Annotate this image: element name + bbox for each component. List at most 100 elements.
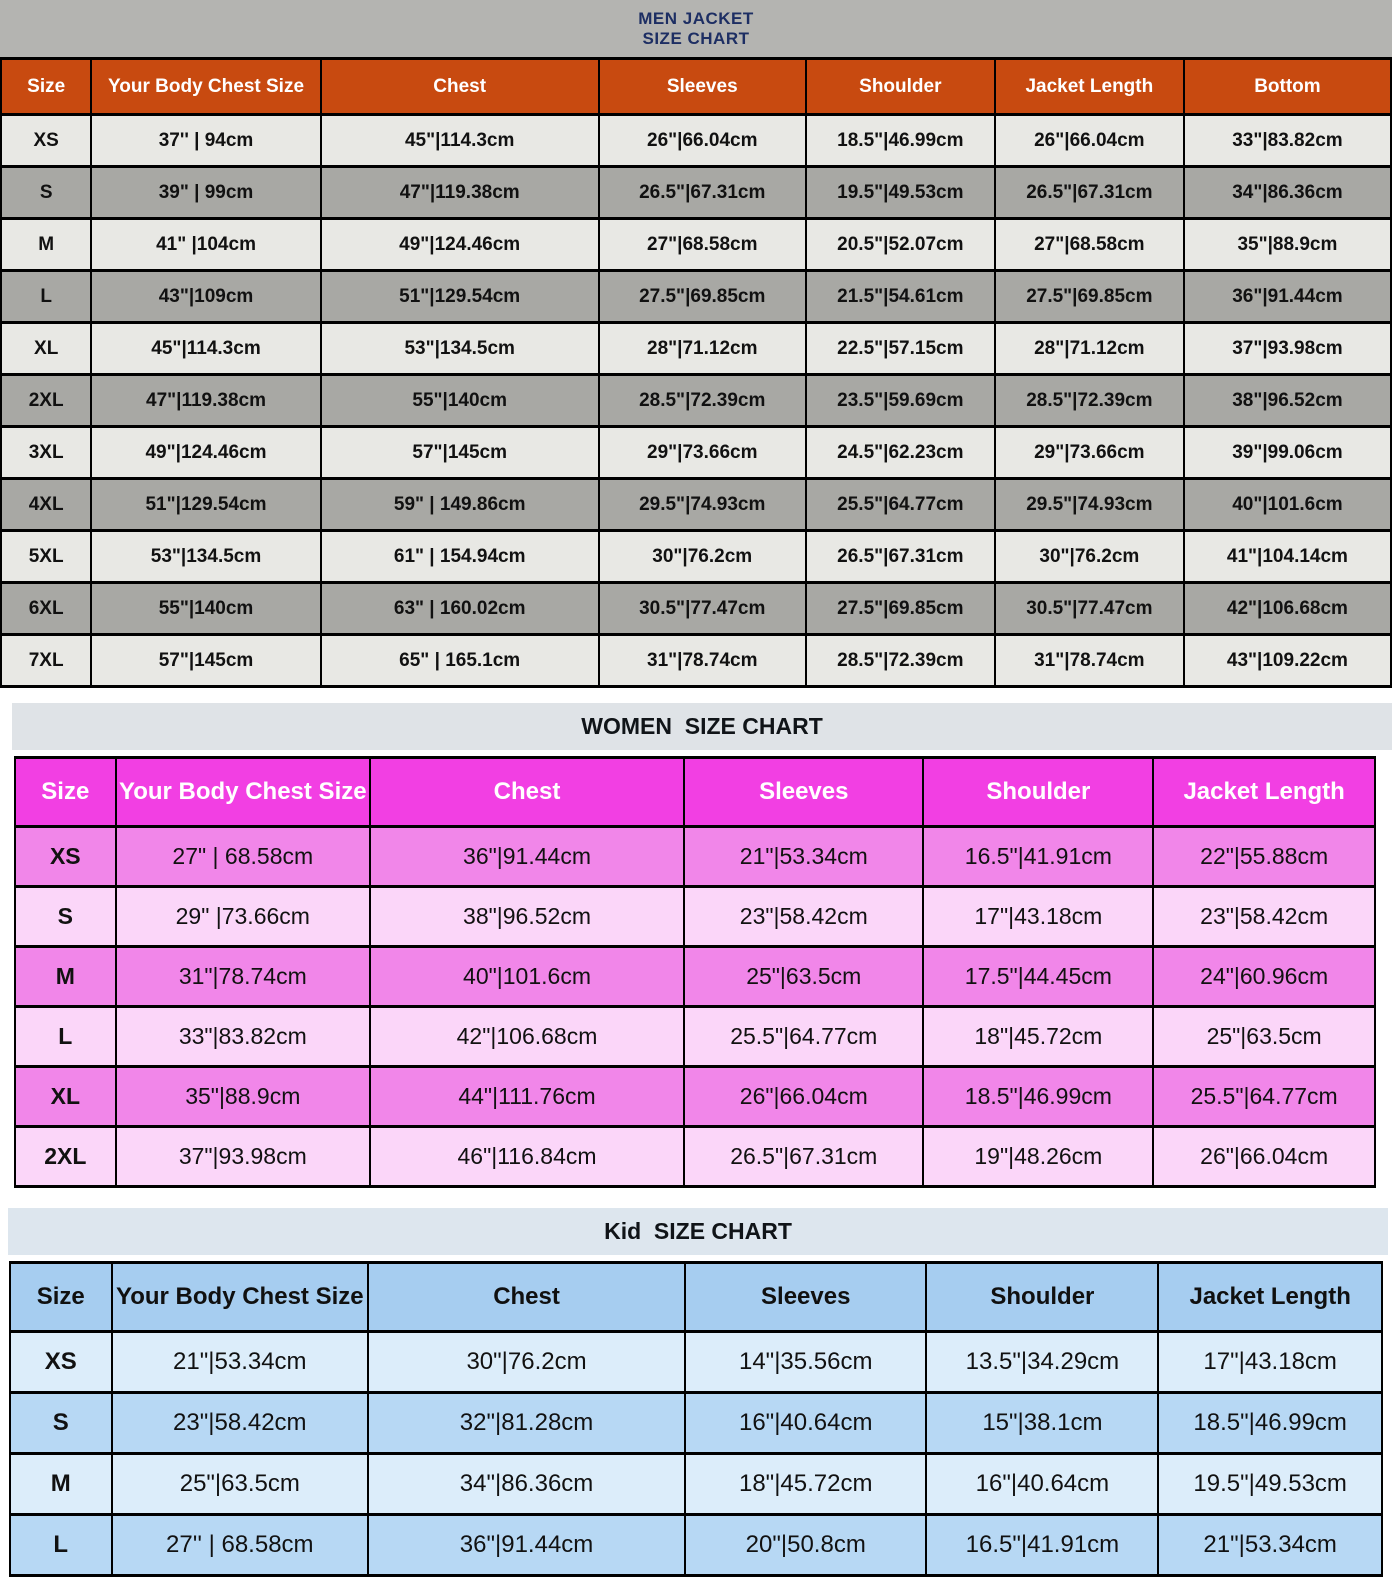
column-header: Jacket Length <box>1157 1261 1383 1333</box>
column-header: Shoulder <box>925 1261 1160 1333</box>
data-cell: 51"|129.54cm <box>319 269 600 324</box>
data-cell: 21"|53.34cm <box>683 825 925 888</box>
column-header: Chest <box>319 57 600 116</box>
data-cell: 30"|76.2cm <box>597 529 807 584</box>
column-header: Size <box>14 756 117 828</box>
data-cell: 25.5"|64.77cm <box>1152 1065 1376 1128</box>
size-cell: XS <box>0 113 93 168</box>
data-cell: 45"|114.3cm <box>90 321 322 376</box>
table-row: XS 37'' | 94cm 45"|114.3cm 26"|66.04cm 18.5"… <box>0 113 1392 168</box>
data-cell: 26"|66.04cm <box>683 1065 925 1128</box>
table-row: L 43"|109cm 51"|129.54cm 27.5"|69.85cm 21.5"… <box>0 269 1392 324</box>
data-cell: 29"|73.66cm <box>597 425 807 480</box>
column-header: Your Body Chest Size <box>110 1261 370 1333</box>
table-row: 2XL 47"|119.38cm 55"|140cm 28.5"|72.39cm 23.… <box>0 373 1392 428</box>
data-cell: 27"|68.58cm <box>597 217 807 272</box>
data-cell: 34"|86.36cm <box>1182 165 1392 220</box>
data-cell: 40"|101.6cm <box>368 945 686 1008</box>
data-cell: 61" | 154.94cm <box>319 529 600 584</box>
column-header: Jacket Length <box>993 57 1185 116</box>
size-cell: S <box>14 885 117 948</box>
data-cell: 27.5"|69.85cm <box>993 269 1185 324</box>
data-cell: 29.5"|74.93cm <box>993 477 1185 532</box>
data-cell: 55"|140cm <box>90 581 322 636</box>
table-row: L 33"|83.82cm 42"|106.68cm 25.5"|64.77cm 18"… <box>14 1005 1376 1068</box>
women-chart-title: WOMEN SIZE CHART <box>12 703 1392 750</box>
data-cell: 18.5"|46.99cm <box>804 113 996 168</box>
data-cell: 26.5"|67.31cm <box>683 1125 925 1188</box>
data-cell: 21"|53.34cm <box>110 1330 370 1394</box>
data-cell: 36"|91.44cm <box>368 825 686 888</box>
data-cell: 16.5"|41.91cm <box>922 825 1155 888</box>
data-cell: 31"|78.74cm <box>114 945 371 1008</box>
data-cell: 29" |73.66cm <box>114 885 371 948</box>
data-cell: 53"|134.5cm <box>90 529 322 584</box>
data-cell: 17"|43.18cm <box>922 885 1155 948</box>
data-cell: 22.5"|57.15cm <box>804 321 996 376</box>
size-cell: 4XL <box>0 477 93 532</box>
data-cell: 23"|58.42cm <box>110 1391 370 1455</box>
data-cell: 39" | 99cm <box>90 165 322 220</box>
data-cell: 37"|93.98cm <box>1182 321 1392 376</box>
size-cell: 2XL <box>0 373 93 428</box>
header-row: Size Your Body Chest Size Chest Sleeves Shou… <box>0 57 1392 116</box>
data-cell: 57"|145cm <box>90 633 322 688</box>
data-cell: 42"|106.68cm <box>368 1005 686 1068</box>
data-cell: 19.5"|49.53cm <box>804 165 996 220</box>
data-cell: 47"|119.38cm <box>319 165 600 220</box>
size-cell: M <box>0 217 93 272</box>
data-cell: 49"|124.46cm <box>90 425 322 480</box>
table-row: 6XL 55"|140cm 63" | 160.02cm 30.5"|77.47cm 2… <box>0 581 1392 636</box>
table-row: 7XL 57"|145cm 65" | 165.1cm 31"|78.74cm 28.5… <box>0 633 1392 688</box>
data-cell: 33"|83.82cm <box>114 1005 371 1068</box>
data-cell: 19.5"|49.53cm <box>1157 1452 1383 1516</box>
size-cell: 5XL <box>0 529 93 584</box>
table-row: 5XL 53"|134.5cm 61" | 154.94cm 30"|76.2cm 26… <box>0 529 1392 584</box>
table-row: S 23"|58.42cm 32"|81.28cm 16"|40.64cm 15"|38… <box>9 1391 1383 1455</box>
data-cell: 39"|99.06cm <box>1182 425 1392 480</box>
data-cell: 16.5"|41.91cm <box>925 1513 1160 1577</box>
table-row: XL 35"|88.9cm 44"|111.76cm 26"|66.04cm 18.5"… <box>14 1065 1376 1128</box>
data-cell: 30"|76.2cm <box>367 1330 686 1394</box>
size-cell: S <box>9 1391 113 1455</box>
data-cell: 30"|76.2cm <box>993 529 1185 584</box>
size-cell: 2XL <box>14 1125 117 1188</box>
data-cell: 42"|106.68cm <box>1182 581 1392 636</box>
table-row: 3XL 49"|124.46cm 57"|145cm 29"|73.66cm 24.5"… <box>0 425 1392 480</box>
data-cell: 19"|48.26cm <box>922 1125 1155 1188</box>
data-cell: 43"|109cm <box>90 269 322 324</box>
data-cell: 17"|43.18cm <box>1157 1330 1383 1394</box>
size-cell: L <box>9 1513 113 1577</box>
data-cell: 25.5"|64.77cm <box>683 1005 925 1068</box>
size-cell: L <box>0 269 93 324</box>
data-cell: 23.5"|59.69cm <box>804 373 996 428</box>
size-cell: M <box>14 945 117 1008</box>
data-cell: 25"|63.5cm <box>110 1452 370 1516</box>
data-cell: 26.5"|67.31cm <box>993 165 1185 220</box>
size-cell: XS <box>9 1330 113 1394</box>
data-cell: 34"|86.36cm <box>367 1452 686 1516</box>
data-cell: 27" | 68.58cm <box>114 825 371 888</box>
size-cell: M <box>9 1452 113 1516</box>
data-cell: 31"|78.74cm <box>597 633 807 688</box>
data-cell: 28.5"|72.39cm <box>597 373 807 428</box>
column-header: Jacket Length <box>1152 756 1376 828</box>
kid-size-table: Size Your Body Chest Size Chest Sleeves Shou… <box>9 1261 1383 1577</box>
data-cell: 38"|96.52cm <box>1182 373 1392 428</box>
column-header: Your Body Chest Size <box>114 756 371 828</box>
data-cell: 24"|60.96cm <box>1152 945 1376 1008</box>
data-cell: 47"|119.38cm <box>90 373 322 428</box>
column-header: Sleeves <box>597 57 807 116</box>
header-row: Size Your Body Chest Size Chest Sleeves Shou… <box>9 1261 1383 1333</box>
data-cell: 33"|83.82cm <box>1182 113 1392 168</box>
data-cell: 44"|111.76cm <box>368 1065 686 1128</box>
data-cell: 18.5"|46.99cm <box>1157 1391 1383 1455</box>
data-cell: 25"|63.5cm <box>1152 1005 1376 1068</box>
data-cell: 27"|68.58cm <box>993 217 1185 272</box>
data-cell: 41"|104.14cm <box>1182 529 1392 584</box>
data-cell: 31"|78.74cm <box>993 633 1185 688</box>
data-cell: 15"|38.1cm <box>925 1391 1160 1455</box>
data-cell: 23"|58.42cm <box>683 885 925 948</box>
data-cell: 20.5"|52.07cm <box>804 217 996 272</box>
data-cell: 46"|116.84cm <box>368 1125 686 1188</box>
